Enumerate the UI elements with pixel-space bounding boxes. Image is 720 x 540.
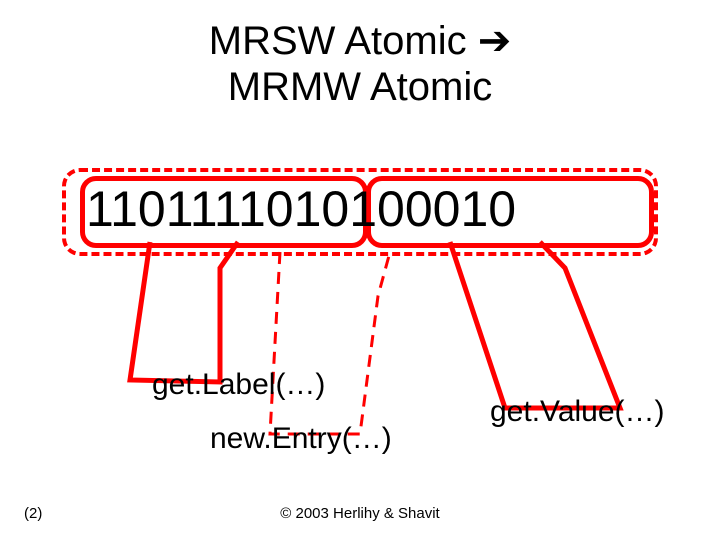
bits-text: 1101111010100010 (86, 180, 516, 238)
label-getlabel: get.Label(…) (152, 368, 325, 402)
footer-center: © 2003 Herlihy & Shavit (0, 505, 720, 522)
callout-newentry (270, 252, 390, 434)
title-line2: MRMW Atomic (228, 65, 492, 109)
slide-title: MRSW Atomic ➔ MRMW Atomic (0, 18, 720, 110)
callout-getlabel (130, 242, 238, 382)
slide: MRSW Atomic ➔ MRMW Atomic 11011110101000… (0, 0, 720, 540)
callout-getvalue (450, 242, 620, 408)
label-newentry: new.Entry(…) (210, 422, 392, 456)
title-line1: MRSW Atomic ➔ (209, 19, 511, 63)
label-getvalue: get.Value(…) (490, 395, 665, 429)
